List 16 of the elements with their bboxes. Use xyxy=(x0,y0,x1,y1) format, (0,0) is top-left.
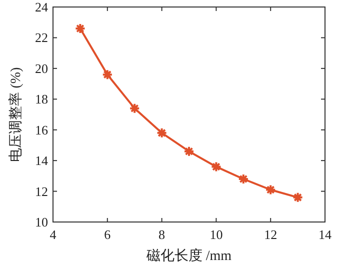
x-axis-title: 磁化长度 /mm xyxy=(145,248,232,264)
y-tick-label: 16 xyxy=(35,122,48,138)
x-tick-label: 4 xyxy=(50,227,57,242)
y-tick-label: 24 xyxy=(35,0,48,14)
y-tick-label: 22 xyxy=(35,30,48,46)
y-tick-label: 20 xyxy=(35,60,48,76)
x-tick-label: 10 xyxy=(210,227,223,242)
x-tick-label: 12 xyxy=(264,227,278,242)
y-tick-label: 14 xyxy=(35,153,48,168)
y-tick-label: 18 xyxy=(35,92,48,107)
y-axis-title: 电压调整率 (%) xyxy=(8,66,24,162)
x-tick-label: 14 xyxy=(318,227,332,242)
y-tick-label: 12 xyxy=(35,184,48,199)
x-tick-label: 8 xyxy=(158,227,166,242)
y-tick-label: 10 xyxy=(35,214,48,230)
x-tick-label: 6 xyxy=(104,227,112,242)
